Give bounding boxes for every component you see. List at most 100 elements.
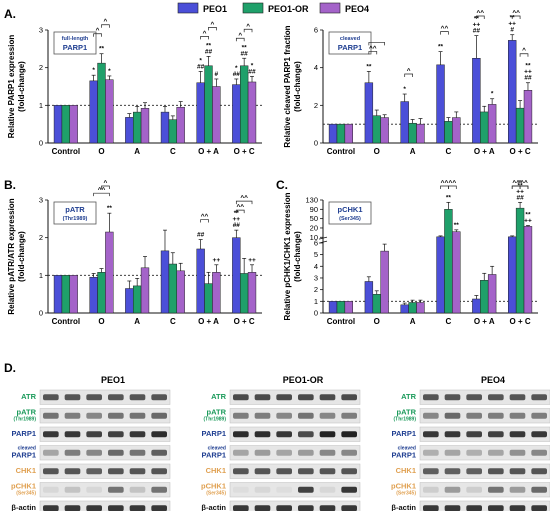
- blot-band: [444, 394, 461, 401]
- bar: [480, 280, 489, 314]
- category-label: O: [98, 317, 104, 326]
- y-axis-label: Relative PARP1 expression: [7, 35, 16, 139]
- y-tick-label: 1: [39, 101, 43, 110]
- blot-band: [488, 486, 504, 493]
- blot-band: [276, 505, 292, 511]
- chart-subtitle: cleaved: [340, 36, 360, 42]
- blot-band: [64, 394, 81, 401]
- blot-band: [129, 412, 146, 419]
- blot-band: [509, 505, 526, 511]
- significance-mark: **: [107, 205, 113, 212]
- title-box: [53, 201, 97, 225]
- legend: PEO1 PEO1-OR PEO4: [177, 2, 369, 14]
- bracket-label: ^^: [236, 203, 244, 211]
- blot-band: [423, 394, 439, 401]
- bracket-label: ^: [203, 29, 207, 37]
- blot-band: [341, 431, 357, 438]
- blot-strip: [39, 500, 171, 511]
- blot-band: [64, 412, 81, 419]
- blot-band: [298, 449, 314, 456]
- blot-band: [86, 486, 102, 493]
- blot-band: [64, 505, 81, 511]
- significance-mark: *: [108, 68, 111, 75]
- blot-strip: [229, 445, 361, 461]
- blot-strip: [419, 389, 550, 405]
- y-axis-label: Relative pATR/ATR expression: [7, 198, 16, 314]
- significance-mark: ##: [524, 75, 532, 82]
- bar: [160, 250, 170, 314]
- blot-band: [64, 468, 81, 475]
- legend-swatch-peo1-or: [242, 2, 264, 14]
- y-tick-label: 3: [314, 273, 318, 282]
- blot-band: [509, 449, 526, 456]
- bar: [168, 263, 178, 314]
- bar: [168, 119, 178, 144]
- bar: [239, 65, 249, 144]
- western-blot-panel: PEO1ATRpATR(Thr1989)PARP1cleavedPARP1CHK…: [11, 375, 550, 511]
- category-label: O + A: [474, 317, 495, 326]
- blot-row-sublabel: cleaved: [398, 446, 416, 452]
- blot-row-label: ATR: [211, 392, 226, 401]
- blot-band: [531, 412, 547, 419]
- bar: [372, 115, 381, 144]
- y-tick-label: 2: [39, 233, 43, 242]
- blot-row-sublabel: (Ser345): [206, 491, 226, 497]
- bracket-label: ^: [104, 17, 108, 25]
- blot-strip: [39, 463, 171, 479]
- blot-band: [531, 486, 547, 493]
- significance-mark: ##: [197, 63, 205, 70]
- blot-row-label: pCHK1: [11, 482, 36, 491]
- title-box: [328, 31, 372, 55]
- bar: [452, 231, 461, 314]
- blot-band: [43, 431, 59, 438]
- bar: [212, 86, 221, 144]
- blot-band: [108, 505, 124, 511]
- bracket-label: ^: [238, 31, 242, 39]
- y-tick-label: 50: [310, 214, 318, 223]
- chart-title: PARP1: [338, 43, 362, 52]
- blot-row-label: PARP1: [202, 429, 226, 438]
- bracket-label: ^: [104, 179, 108, 187]
- blot-strip: [229, 426, 361, 442]
- blot-band: [531, 394, 547, 401]
- legend-swatch-peo4: [319, 2, 341, 14]
- bar: [444, 209, 453, 314]
- blot-row-label: ATR: [401, 392, 416, 401]
- blot-band: [298, 486, 314, 493]
- bar: [69, 105, 78, 144]
- bar: [204, 65, 213, 144]
- bar: [452, 117, 461, 144]
- significance-mark: **: [454, 222, 460, 229]
- blot-strip: [419, 482, 550, 498]
- bar: [176, 270, 185, 314]
- blot-band: [129, 505, 146, 511]
- blot-band: [151, 505, 167, 511]
- y-tick-label: 2: [314, 101, 318, 110]
- category-label: C: [446, 317, 452, 326]
- blot-band: [233, 468, 249, 475]
- significance-bracket: [235, 200, 253, 205]
- blot-band: [466, 412, 482, 419]
- blot-strip: [419, 500, 550, 511]
- blot-band: [531, 468, 547, 475]
- blot-band: [43, 505, 59, 511]
- blot-band: [319, 449, 336, 456]
- bracket-label: ^^: [98, 186, 106, 194]
- blot-band: [423, 486, 439, 493]
- category-label: O + C: [234, 147, 255, 156]
- y-tick-label: 2: [314, 285, 318, 294]
- blot-row-sublabel: (Thr1989): [393, 417, 416, 423]
- bar: [247, 272, 257, 314]
- significance-mark: *: [251, 62, 254, 69]
- bar: [408, 122, 417, 144]
- y-tick-label: 3: [39, 196, 43, 205]
- category-label: Control: [327, 317, 355, 326]
- blot-strip: [39, 389, 171, 405]
- significance-mark: **: [474, 16, 480, 23]
- blot-band: [466, 394, 482, 401]
- y-axis-label-units: (fold-change): [293, 231, 302, 282]
- blot-row-sublabel: (Thr1989): [203, 417, 226, 423]
- blot-band: [531, 505, 547, 511]
- significance-bracket: [235, 209, 245, 214]
- blot-band: [108, 468, 124, 475]
